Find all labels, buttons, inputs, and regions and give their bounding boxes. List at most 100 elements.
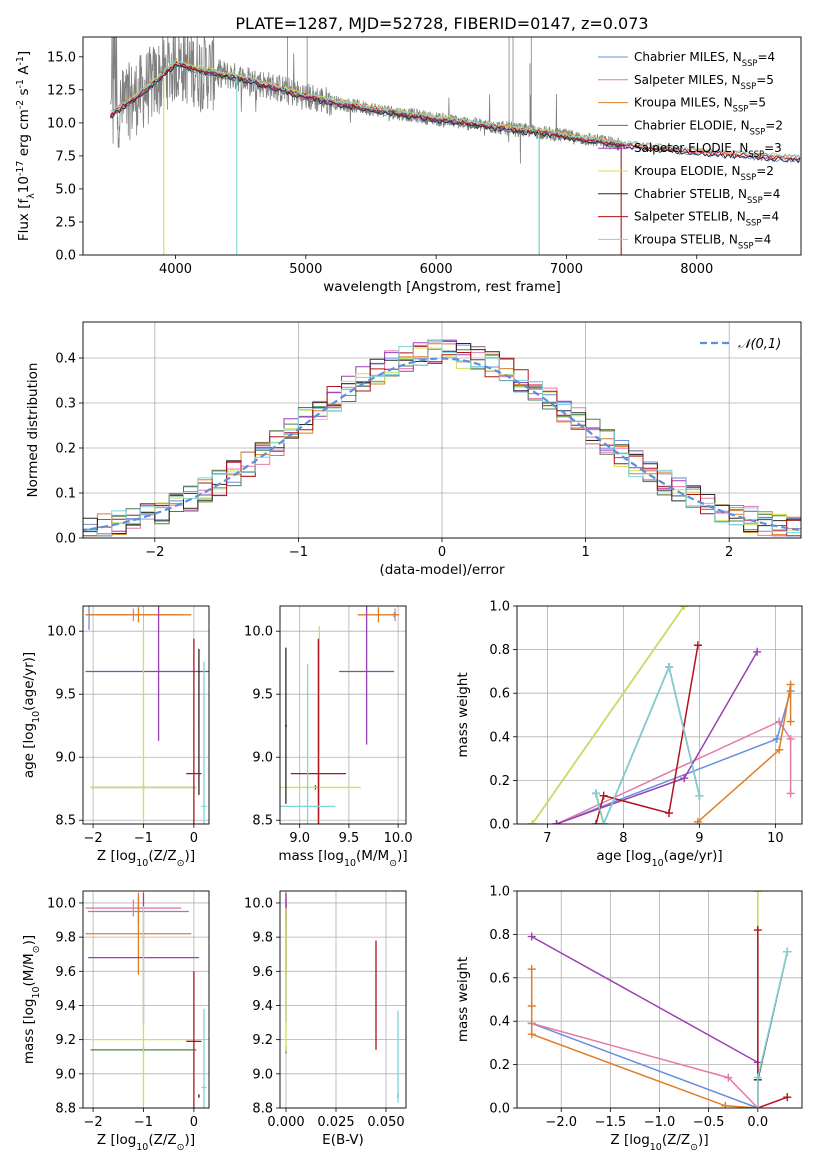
errorbar-point [186, 971, 202, 1108]
x-tick-label: 0.025 [317, 1115, 354, 1130]
axes-frame [516, 890, 803, 1109]
weight-line-chabrier-miles [556, 690, 792, 824]
weight-marker [527, 1002, 536, 1011]
weight-marker [724, 1073, 733, 1082]
weight-marker [783, 947, 792, 956]
weight-line-kroupa-stelib [595, 664, 701, 824]
y-tick-label: 9.2 [252, 1033, 273, 1048]
panel-age-vs-Z: −2 −1 0 8.5 9.0 9.5 10.0 Z [log10(Z/Z⊙)] age [lo… [21, 605, 210, 869]
weight-marker [680, 774, 689, 783]
weight-marker [753, 1104, 762, 1108]
histogram-chabrier-stelib [83, 339, 801, 537]
panel-weight-vs-age: 7 8 9 10 0.0 0.2 0.4 0.6 0.8 1.0 age [log10(age/yr… [455, 600, 803, 869]
y-tick-label: 9.6 [55, 965, 76, 980]
weight-line-kroupa-miles [530, 969, 758, 1108]
x-tick-label: 0 [190, 831, 198, 846]
weight-marker [592, 820, 601, 824]
weight-marker [775, 745, 784, 754]
y-axis-label: mass weight [455, 672, 471, 757]
y-tick-label: 9.0 [55, 1067, 76, 1082]
x-tick-label: −1 [134, 1115, 153, 1130]
y-tick-label: 8.8 [252, 1102, 273, 1117]
panel-mass-vs-Z: −2 −1 0 8.8 9.0 9.2 9.4 9.6 9.8 10.0 Z [log10(Z/Z⊙… [21, 890, 210, 1153]
weight-line-salpeter-elodie [531, 935, 759, 1108]
errorbar-point [201, 661, 207, 824]
panel-residuals: −2 −1 0 1 2 0.0 0.1 0.2 0.3 0.4 (data-model)/error… [25, 321, 802, 578]
y-tick-label: 0.8 [489, 643, 510, 658]
x-tick-label: 9 [695, 831, 703, 846]
model-spectrum-chabrier-elodie [109, 64, 622, 149]
x-tick-label: 0 [438, 545, 446, 560]
x-axis-label: Z [log10(Z/Z⊙)] [97, 848, 195, 869]
weight-line-chabrier-stelib [757, 951, 789, 1108]
weight-marker [527, 932, 536, 941]
legend-label: Chabrier STELIB, NSSP=4 [634, 187, 780, 205]
y-tick-label: 9.2 [55, 1033, 76, 1048]
x-axis-label: wavelength [Angstrom, rest frame] [323, 279, 561, 295]
histogram-salpeter-miles [83, 341, 801, 537]
weight-marker [753, 647, 762, 656]
x-tick-label: 0.0 [747, 1115, 768, 1130]
x-tick-label: 8000 [680, 262, 713, 277]
panel-weight-vs-Z: −2.0 −1.5 −1.0 −0.5 0.0 0.0 0.2 0.4 0.6 0.8 1.0 Z [… [455, 885, 803, 1153]
plot-area [528, 606, 795, 824]
errorbar-point [201, 1008, 207, 1108]
y-axis-label: mass weight [455, 957, 471, 1042]
weight-marker [665, 663, 673, 672]
y-tick-label: 8.5 [55, 814, 76, 829]
histogram-chabrier-miles [83, 340, 801, 537]
y-tick-label: 10.0 [244, 896, 273, 911]
y-tick-label: 10.0 [47, 896, 76, 911]
y-tick-label: 1.0 [489, 885, 510, 900]
x-tick-label: −1.0 [644, 1115, 676, 1130]
y-tick-label: 0.4 [55, 352, 76, 367]
plot-area [285, 892, 399, 1103]
y-tick-label: 9.0 [252, 1067, 273, 1082]
weight-line-salpeter-stelib [595, 645, 699, 824]
x-axis-label: (data-model)/error [379, 562, 505, 578]
weight-marker [693, 641, 702, 650]
y-tick-label: 0.2 [55, 442, 76, 457]
y-tick-label: 0.4 [489, 1015, 510, 1030]
x-tick-label: −2 [83, 831, 102, 846]
panels: 4000 5000 6000 7000 80000.02.55.07.510.012.5… [15, 36, 803, 1153]
x-axis-label: mass [log10(M/M⊙)] [278, 848, 407, 869]
axes-frame [279, 890, 407, 1109]
weight-marker [783, 1093, 792, 1102]
y-tick-label: 9.6 [252, 965, 273, 980]
x-tick-label: 0.050 [367, 1115, 404, 1130]
y-tick-label: 0.1 [55, 487, 76, 502]
weight-line-salpeter-elodie [556, 651, 758, 824]
y-tick-label: 10.0 [244, 625, 273, 640]
y-tick-label: 9.4 [252, 999, 273, 1014]
panel-spectrum: 4000 5000 6000 7000 8000 0.0 2.5 5.0 7.5 10.0 12.5… [15, 36, 802, 295]
weight-line-kroupa-miles [697, 684, 792, 823]
y-tick-label: 9.5 [252, 688, 273, 703]
y-axis-label: Normed distribution [25, 363, 41, 498]
x-axis-label: Z [log10(Z/Z⊙)] [610, 1132, 708, 1153]
legend: Chabrier MILES, NSSP=4 Salpeter MILES, NS… [598, 50, 783, 250]
y-tick-label: 10.0 [47, 625, 76, 640]
histogram-chabrier-elodie [83, 341, 801, 537]
weight-marker [786, 789, 795, 798]
x-tick-label: 7 [543, 831, 551, 846]
y-tick-label: 12.5 [47, 83, 76, 98]
x-tick-label: 10.0 [384, 831, 413, 846]
figure-title: PLATE=1287, MJD=52728, FIBERID=0147, z=0… [235, 14, 648, 33]
legend-label: Kroupa MILES, NSSP=5 [634, 96, 766, 114]
y-tick-label: 0.3 [55, 397, 76, 412]
errorbar-point [280, 663, 336, 824]
histogram-salpeter-elodie [83, 339, 801, 537]
weight-marker [721, 1101, 730, 1108]
y-tick-label: 0.0 [489, 1102, 510, 1117]
weight-marker [592, 789, 601, 798]
x-tick-label: −0.5 [693, 1115, 725, 1130]
x-tick-label: −1.5 [595, 1115, 627, 1130]
weight-marker [552, 820, 561, 824]
x-axis-label: Z [log10(Z/Z⊙)] [97, 1132, 195, 1153]
weight-line-kroupa-stelib [757, 951, 789, 1108]
errorbar-point [357, 607, 400, 623]
axes-frame [82, 36, 802, 256]
legend-label: 𝒩(0,1) [738, 337, 781, 352]
